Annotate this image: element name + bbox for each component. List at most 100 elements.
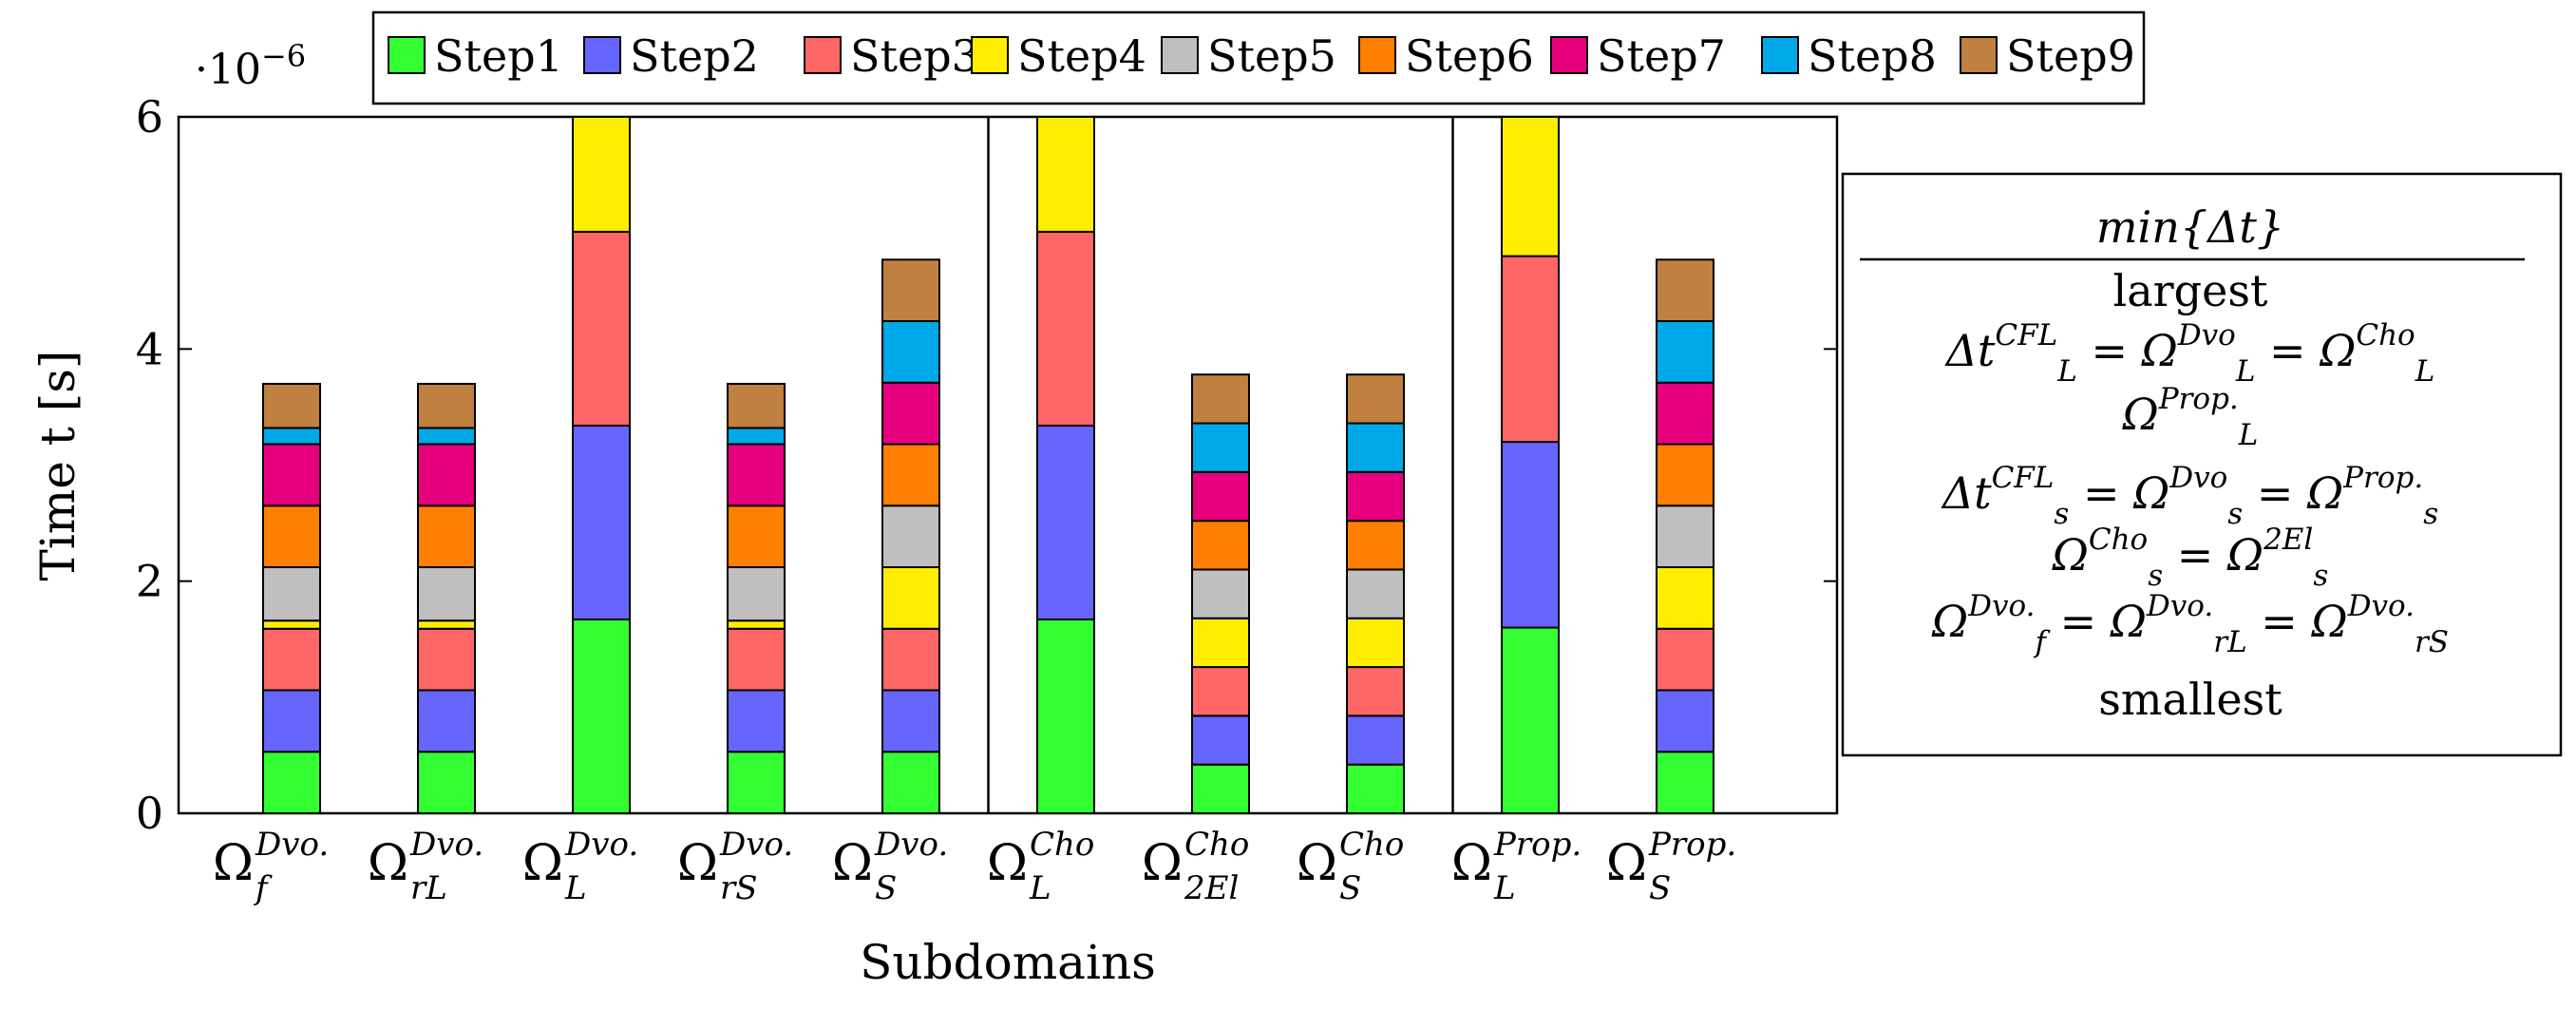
x-tick-label-main: Ω [832,835,873,892]
bar-segment-step5-cat7 [1191,568,1250,619]
bar-segment-step2-cat8 [1346,714,1405,766]
bar-segment-step2-cat9 [1501,441,1560,629]
bar-segment-step3-cat8 [1346,666,1405,717]
bar-segment-step3-cat10 [1656,627,1714,692]
x-tick-label-sup: Dvo. [409,826,483,864]
bar-segment-step1-cat5 [881,751,940,814]
x-tick-label-sub: S [1339,869,1361,907]
bar-segment-step4-cat10 [1656,566,1714,630]
annotation-part: Dvo [2177,318,2236,352]
bar-segment-step6-cat4 [727,504,786,569]
annotation-part: Cho [2089,523,2148,557]
bar-segment-step7-cat5 [881,381,940,446]
annotation-part: L [2238,418,2259,452]
annotation-line-2: ΩProp.L [2122,382,2259,452]
annotation-title: min{Δt} [2096,201,2284,253]
bar-segment-step7-cat2 [417,443,476,507]
legend-label-step6: Step6 [1405,30,1534,82]
bar-segment-step7-cat10 [1656,381,1714,446]
annotation-part: = Ω [2243,467,2343,519]
bar-segment-step2-cat3 [572,424,631,620]
bar-segment-step4-cat6 [1036,116,1095,233]
y-tick-label-2: 2 [136,556,163,607]
bar-segment-step5-cat1 [262,566,321,622]
annotation-part: Ω [2052,529,2089,581]
annotation-part: rL [2213,625,2246,659]
bar-segment-step3-cat6 [1036,230,1095,427]
annotation-part: = Ω [2069,467,2169,519]
annotation-part: L [2056,354,2077,389]
bar-segment-step4-cat4 [727,619,786,630]
bars [262,116,1714,815]
bar-segment-step6-cat2 [417,504,476,569]
x-axis-categories: Ω Dvo.f Ω Dvo.rL Ω Dvo.L Ω Dvo.rS Ω Dvo.S Ω ChoL Ω Ch… [213,826,1736,907]
annotation-part: CFL [1992,461,2055,495]
annotation-part: Dvo. [2347,589,2415,623]
x-tick-label-9: Ω Prop. L [1451,826,1582,907]
bar-segment-step1-cat2 [417,751,476,814]
x-tick-label-main: Ω [1297,835,1337,892]
x-tick-label-sub: L [564,869,587,907]
bar-segment-step6-cat8 [1346,520,1405,571]
annotation-part: = Ω [2077,325,2178,376]
bar-segment-step1-cat8 [1346,763,1405,815]
bar-segment-step4-cat3 [572,116,631,233]
annotation-line-3: ΔtCFLs = ΩDvos = ΩProp.s [1941,461,2438,531]
x-tick-label-main: Ω [368,835,408,892]
bar-segment-step4-cat9 [1501,116,1560,257]
annotation-part: Cho [2356,318,2415,352]
y-scale-label: ·10−6 [195,38,306,94]
x-tick-label-main: Ω [1142,835,1183,892]
annotation-part: rS [2415,625,2449,659]
annotation-part: 2El [2263,523,2313,557]
bar-segment-step2-cat4 [727,689,786,753]
y-tick-label-4: 4 [136,323,163,374]
y-scale-exponent: −6 [261,38,306,74]
annotation-part: Ω [1931,596,1968,647]
bar-segment-step5-cat5 [881,504,940,569]
x-tick-label-7: Ω Cho 2El [1142,826,1250,907]
bar-segment-step3-cat1 [262,627,321,692]
annotation-part: s [2313,559,2328,593]
bar-segment-step5-cat8 [1346,568,1405,619]
bar-segment-step4-cat5 [881,566,940,630]
y-scale-base: ·10 [195,46,261,94]
x-tick-label-sub: rL [410,869,447,907]
plot-frame [177,115,1839,815]
legend-swatch-step9 [1960,36,1998,74]
bar-segment-step2-cat5 [881,689,940,753]
annotation-part: = Ω [2255,325,2356,376]
legend-label-step9: Step9 [2006,30,2135,82]
bar-segment-step6-cat7 [1191,520,1250,571]
bar-segment-step4-cat7 [1191,617,1250,669]
bar-segment-step3-cat2 [417,627,476,692]
annotation-smallest-label: smallest [2098,674,2282,725]
legend-swatch-step4 [971,36,1009,74]
x-tick-label-sub: 2El [1184,869,1239,907]
annotation-part: s [2423,497,2438,531]
legend-label-step7: Step7 [1597,30,1726,82]
x-tick-label-sub: S [875,869,897,907]
bar-segment-step3-cat5 [881,627,940,692]
bar-segment-step9-cat8 [1346,373,1405,425]
y-tick-label-6: 6 [136,91,163,143]
bar-segment-step4-cat2 [417,619,476,630]
bar-segment-step6-cat1 [262,504,321,569]
bar-segment-step2-cat1 [262,689,321,753]
legend-label-step5: Step5 [1207,30,1336,82]
x-tick-label-sub: L [1493,869,1516,907]
bar-segment-step1-cat9 [1501,626,1560,814]
legend-swatch-step2 [583,36,621,74]
x-tick-label-sup: Cho [1184,826,1249,864]
bar-segment-step3-cat7 [1191,666,1250,717]
bar-segment-step9-cat1 [262,382,321,429]
bar-segment-step7-cat1 [262,443,321,507]
x-tick-label-main: Ω [987,835,1028,892]
annotation-part: Dvo [2169,461,2227,495]
x-tick-label-sup: Dvo. [874,826,948,864]
annotation-part: Δt [1941,467,1992,519]
x-tick-label-1: Ω Dvo. f [213,826,329,907]
annotation-part: CFL [1995,318,2057,352]
legend-label-step8: Step8 [1808,30,1937,82]
bar-segment-step3-cat3 [572,230,631,427]
